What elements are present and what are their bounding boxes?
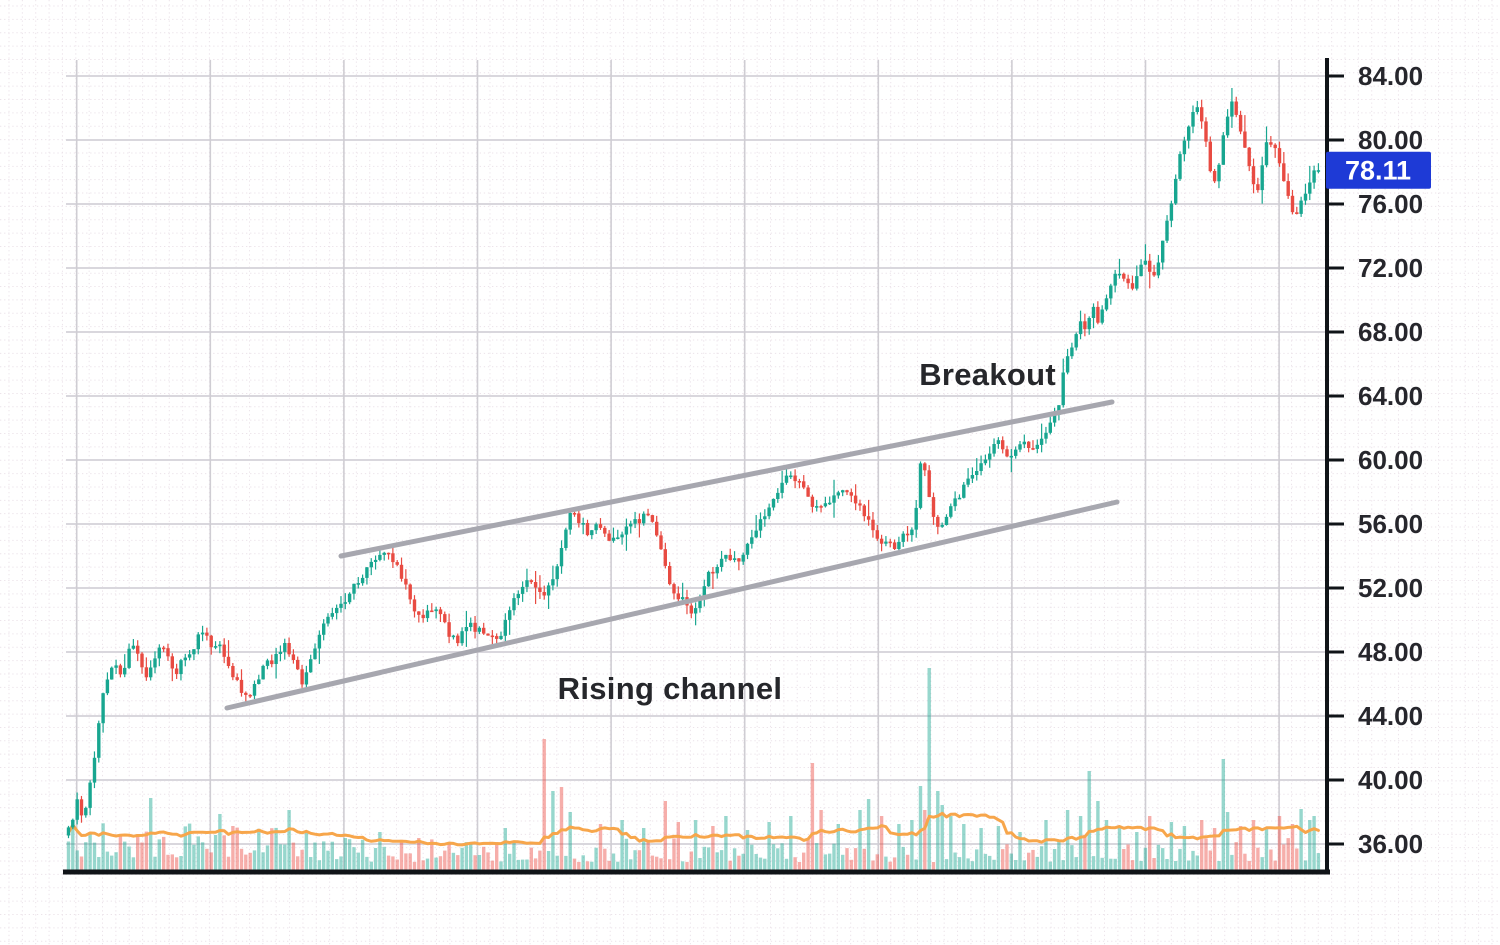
volume-bars	[66, 668, 1321, 872]
axis-tick-label: 52.00	[1358, 573, 1423, 603]
axis-tick-label: 84.00	[1358, 61, 1423, 91]
axis-tick-label: 68.00	[1358, 317, 1423, 347]
axis-tick-label: 44.00	[1358, 701, 1423, 731]
axis-tick-label: 64.00	[1358, 381, 1423, 411]
axis-tick-label: 72.00	[1358, 253, 1423, 283]
axis-tick-label: 60.00	[1358, 445, 1423, 475]
price-axis: 84.00 80.00 76.00 72.00 68.00 64.00 60.00 56.00…	[63, 58, 1423, 875]
volume-ma-line	[67, 811, 1320, 847]
last-price-tag-bg	[1326, 151, 1431, 189]
candlesticks	[66, 87, 1321, 839]
annotation-rising-channel: Rising channel	[558, 671, 783, 706]
last-price-tag-value: 78.11	[1345, 156, 1411, 186]
axis-tick-label: 36.00	[1358, 829, 1423, 859]
grid-major	[66, 60, 1327, 872]
price-axis-ticks: 84.00 80.00 76.00 72.00 68.00 64.00 60.00 56.00…	[1327, 61, 1423, 859]
last-price-tag: 78.11	[1326, 151, 1431, 189]
axis-tick-label: 48.00	[1358, 637, 1423, 667]
annotation-breakout: Breakout	[919, 357, 1056, 392]
axis-tick-label: 76.00	[1358, 189, 1423, 219]
channel-lower-line	[224, 499, 1120, 711]
axis-tick-label: 80.00	[1358, 125, 1423, 155]
channel-upper-line	[338, 399, 1115, 559]
axis-tick-label: 40.00	[1358, 765, 1423, 795]
axis-tick-label: 56.00	[1358, 509, 1423, 539]
channel-lines	[224, 399, 1120, 711]
